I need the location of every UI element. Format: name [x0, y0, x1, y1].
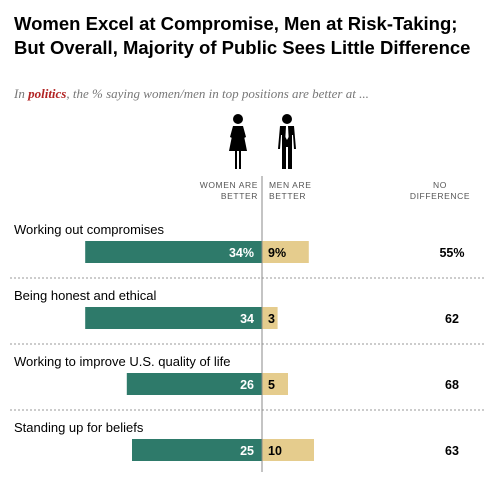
bar-women-better: [132, 439, 262, 461]
bar-women-better: [85, 307, 262, 329]
bar-men-better: [262, 307, 278, 329]
value-label-no-difference: 68: [445, 378, 459, 392]
value-label-women: 26: [240, 378, 254, 392]
bar-men-better: [262, 373, 288, 395]
value-label-women: 34: [240, 312, 254, 326]
column-header-men-line2: BETTER: [269, 191, 307, 201]
bar-men-better: [262, 241, 309, 263]
category-label: Being honest and ethical: [14, 288, 156, 303]
value-label-women: 25: [240, 444, 254, 458]
value-label-women: 34%: [229, 246, 254, 260]
column-header-men-line1: MEN ARE: [269, 180, 312, 190]
column-header-women-line2: BETTER: [220, 191, 258, 201]
value-label-no-difference: 62: [445, 312, 459, 326]
bar-women-better: [126, 373, 262, 395]
subtitle-highlight: politics: [28, 86, 67, 101]
column-header-none-line1: NO: [433, 180, 447, 190]
column-header-women: WOMEN ARE BETTER: [186, 180, 258, 202]
bar-women-better: [85, 241, 262, 263]
bar-men-better: [262, 439, 314, 461]
column-header-men: MEN ARE BETTER: [269, 180, 341, 202]
category-label: Working out compromises: [14, 222, 165, 237]
value-label-men: 5: [268, 378, 275, 392]
category-label: Standing up for beliefs: [14, 420, 144, 435]
man-icon: [278, 114, 296, 169]
value-label-men: 3: [268, 312, 275, 326]
column-header-women-line1: WOMEN ARE: [199, 180, 258, 190]
column-header-none-line2: DIFFERENCE: [409, 191, 471, 201]
subtitle-prefix: In: [14, 86, 29, 101]
column-header-no-difference: NO DIFFERENCE: [400, 180, 480, 202]
value-label-men: 9%: [268, 246, 286, 260]
value-label-no-difference: 55%: [439, 246, 464, 260]
chart-subtitle: In politics, the % saying women/men in t…: [14, 86, 484, 102]
subtitle-suffix: , the % saying women/men in top position…: [66, 86, 369, 101]
chart-title: Women Excel at Compromise, Men at Risk-T…: [14, 13, 471, 58]
woman-icon: [229, 114, 247, 169]
value-label-no-difference: 63: [445, 444, 459, 458]
value-label-men: 10: [268, 444, 282, 458]
category-label: Working to improve U.S. quality of life: [14, 354, 231, 369]
